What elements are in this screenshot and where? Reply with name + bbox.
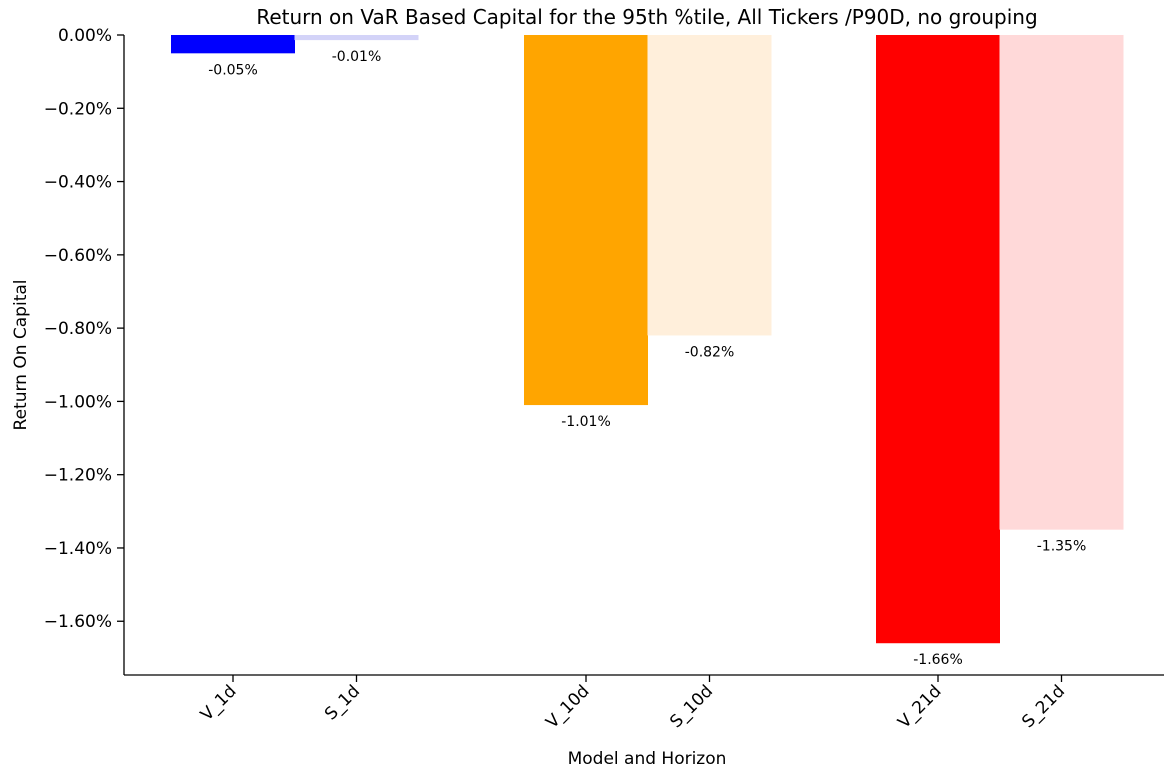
data-label-s-1d: -0.01%	[332, 49, 382, 65]
data-label-v-10d: -1.01%	[561, 414, 611, 430]
y-tick-label: −1.00%	[44, 392, 112, 412]
y-tick-label: −0.20%	[44, 99, 112, 119]
y-tick-label: −1.20%	[44, 466, 112, 486]
bar-s-21d	[999, 35, 1124, 530]
data-label-v-1d: -0.05%	[208, 62, 258, 78]
bar-s-10d	[647, 35, 772, 336]
y-tick-label: −0.80%	[44, 319, 112, 339]
x-tick-label-v-21d: V_21d	[894, 681, 945, 732]
chart-title: Return on VaR Based Capital for the 95th…	[256, 5, 1037, 29]
y-tick-label: −1.60%	[44, 612, 112, 632]
y-axis-label: Return On Capital	[11, 280, 31, 431]
bar-v-21d	[876, 35, 1000, 644]
y-tick-label: 0.00%	[58, 26, 112, 46]
data-labels-layer: -0.05% -0.01% -1.01% -0.82% -1.66% -1.35%	[208, 49, 1086, 668]
x-tick-label-s-10d: S_10d	[666, 681, 717, 732]
data-label-s-21d: -1.35%	[1037, 539, 1087, 555]
y-axis: 0.00% −0.20% −0.40% −0.60% −0.80% −1.00% −1.20…	[44, 26, 125, 675]
data-label-s-10d: -0.82%	[685, 344, 735, 360]
bars-layer	[171, 35, 1124, 644]
bar-s-1d	[294, 35, 419, 41]
y-tick-label: −0.40%	[44, 173, 112, 193]
y-tick-label: −1.40%	[44, 539, 112, 559]
bar-v-10d	[524, 35, 648, 406]
data-label-v-21d: -1.66%	[913, 652, 963, 668]
bar-v-1d	[171, 35, 295, 54]
x-tick-label-v-1d: V_1d	[197, 681, 241, 725]
x-axis: V_1d S_1d V_10d S_10d V_21d S_21d	[124, 674, 1164, 733]
x-tick-label-s-21d: S_21d	[1018, 681, 1069, 732]
x-axis-label: Model and Horizon	[568, 749, 727, 769]
x-tick-label-s-1d: S_1d	[321, 681, 364, 724]
y-tick-label: −0.60%	[44, 246, 112, 266]
x-tick-label-v-10d: V_10d	[542, 681, 593, 732]
